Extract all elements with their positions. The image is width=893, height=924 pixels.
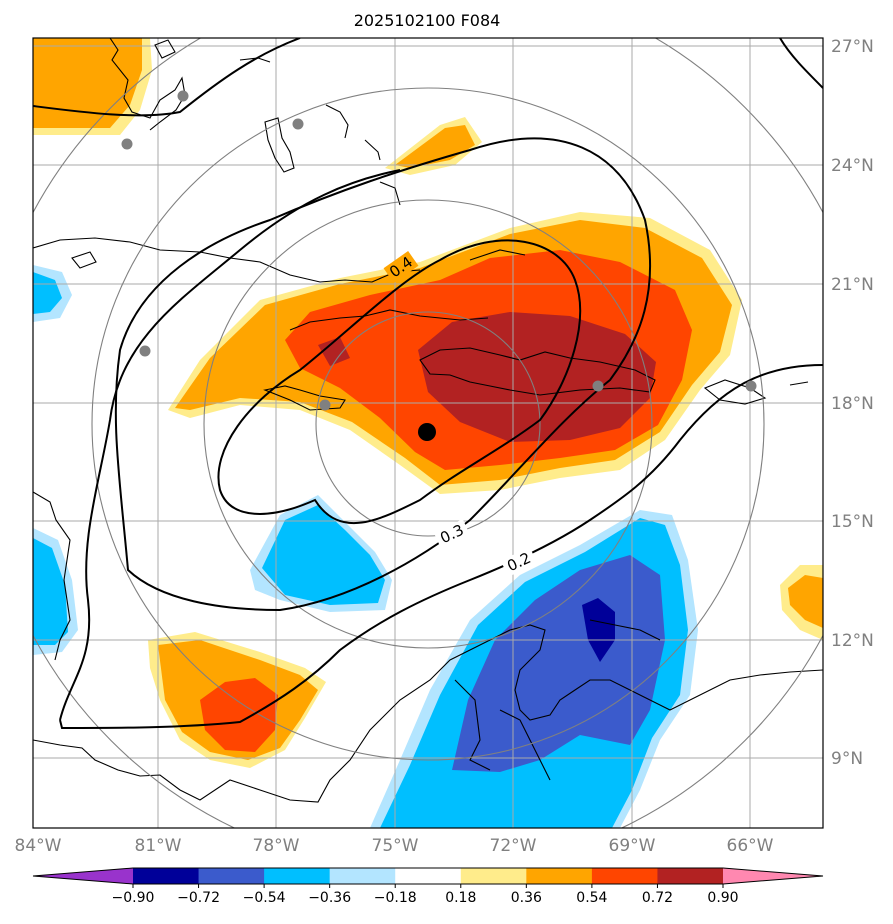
lat-label: 24°N bbox=[831, 156, 874, 176]
colorbar-tick-label: 0.90 bbox=[707, 890, 738, 906]
colorbar-tick-label: 0.18 bbox=[445, 890, 476, 906]
colorbar-segment bbox=[657, 868, 724, 884]
map-frame bbox=[32, 37, 824, 829]
colorbar-segment bbox=[526, 868, 593, 884]
colorbar-tick-label: −0.72 bbox=[177, 890, 220, 906]
map-content: 0.4 0.3 0.2 bbox=[33, 38, 823, 828]
colorbar-tick-label: 0.54 bbox=[576, 890, 607, 906]
colorbar-segment bbox=[264, 868, 331, 884]
colorbar: −0.90 −0.72 −0.54 −0.36 −0.18 0.18 0.36 0.54 0.7… bbox=[32, 867, 824, 906]
colorbar-tick-label: 0.36 bbox=[511, 890, 542, 906]
shading-positive-bahamas bbox=[385, 117, 482, 175]
contour-0.3 bbox=[114, 137, 652, 612]
station-marker bbox=[745, 380, 757, 392]
colorbar-tick-label: −0.36 bbox=[308, 890, 351, 906]
contour-0.4 bbox=[217, 239, 582, 525]
figure-title: 2025102100 F084 bbox=[354, 11, 501, 30]
lon-label: 81°W bbox=[135, 836, 182, 856]
contour-0.2-south bbox=[59, 364, 823, 730]
lat-label: 21°N bbox=[831, 275, 874, 295]
lon-label: 66°W bbox=[727, 836, 774, 856]
range-rings bbox=[33, 38, 823, 828]
colorbar-tick-label: −0.18 bbox=[374, 890, 417, 906]
lat-label: 9°N bbox=[831, 749, 863, 769]
station-marker bbox=[292, 118, 304, 130]
colorbar-segment bbox=[198, 868, 265, 884]
contour-ne bbox=[779, 38, 823, 89]
colorbar-extend-high bbox=[723, 868, 823, 884]
colorbar-tick-label: −0.90 bbox=[112, 890, 155, 906]
lon-label: 84°W bbox=[15, 836, 62, 856]
colorbar-extend-low bbox=[33, 868, 133, 884]
coastlines bbox=[33, 38, 823, 803]
shading-negative-central bbox=[250, 495, 392, 612]
lon-label: 69°W bbox=[609, 836, 656, 856]
station-marker bbox=[592, 380, 604, 392]
contours bbox=[33, 38, 823, 730]
colorbar-segment bbox=[591, 868, 658, 884]
lon-label: 72°W bbox=[490, 836, 537, 856]
station-markers bbox=[121, 90, 757, 411]
contour-nw bbox=[33, 38, 301, 117]
longitude-labels: 84°W 81°W 78°W 75°W 72°W 69°W 66°W bbox=[15, 836, 774, 856]
contour-0.2-west bbox=[59, 169, 401, 721]
lat-label: 18°N bbox=[831, 394, 874, 414]
lon-label: 75°W bbox=[372, 836, 419, 856]
colorbar-segment bbox=[460, 868, 527, 884]
shading-positive-east bbox=[780, 565, 823, 640]
lon-label: 78°W bbox=[253, 836, 300, 856]
shading-positive-main bbox=[168, 212, 742, 494]
colorbar-tick-label: −0.54 bbox=[243, 890, 286, 906]
lat-lon-grid bbox=[33, 38, 823, 828]
station-marker bbox=[139, 345, 151, 357]
shading-positive-nw bbox=[33, 38, 152, 135]
colorbar-segment bbox=[395, 868, 462, 884]
colorbar-segment bbox=[133, 868, 200, 884]
station-marker bbox=[319, 399, 331, 411]
lat-label: 27°N bbox=[831, 37, 874, 57]
station-marker bbox=[121, 138, 133, 150]
lat-label: 15°N bbox=[831, 512, 874, 532]
colorbar-tick-label: 0.72 bbox=[642, 890, 673, 906]
storm-center-marker bbox=[418, 423, 436, 441]
latitude-labels: 27°N 24°N 21°N 18°N 15°N 12°N 9°N bbox=[831, 37, 874, 769]
station-marker bbox=[177, 90, 189, 102]
colorbar-segment bbox=[329, 868, 396, 884]
lat-label: 12°N bbox=[831, 631, 874, 651]
shading-negative-se bbox=[370, 510, 698, 828]
shading-negative-west bbox=[33, 265, 78, 655]
